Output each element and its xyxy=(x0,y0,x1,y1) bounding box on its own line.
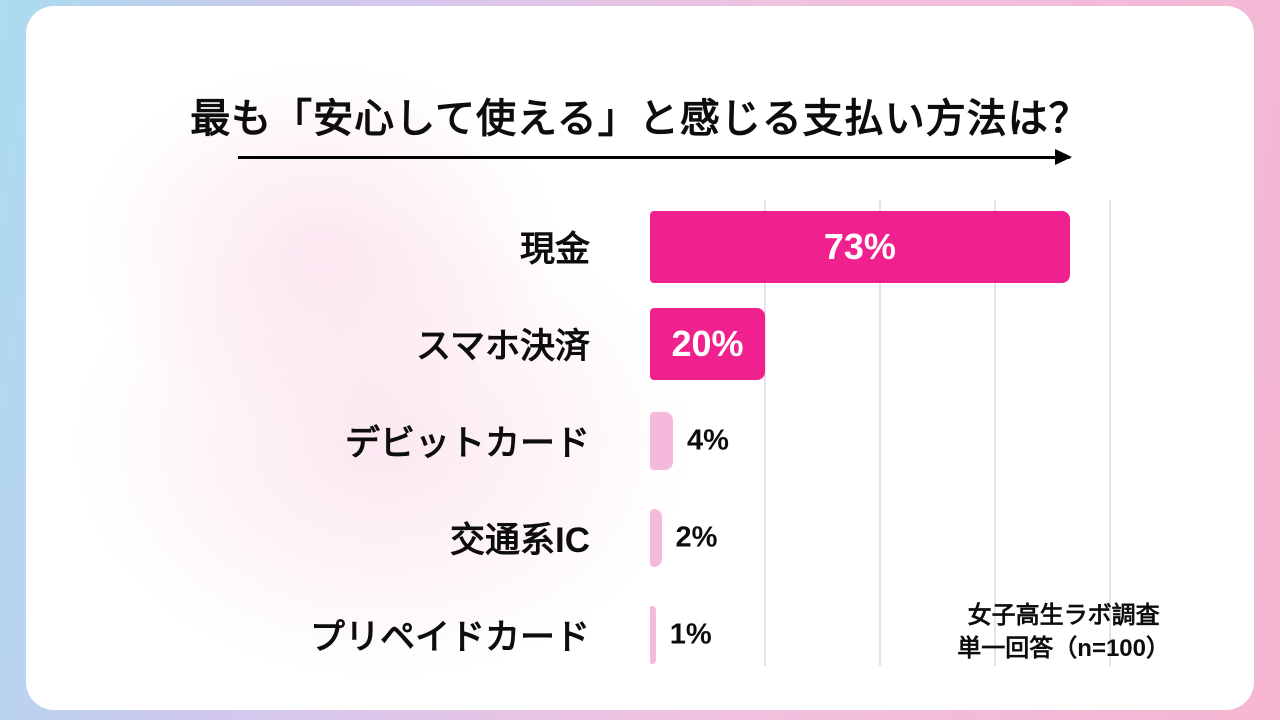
category-label: スマホ決済 xyxy=(416,327,590,366)
category-label: プリペイドカード xyxy=(309,618,590,657)
gridlines xyxy=(650,200,1111,666)
bar-track: 4% xyxy=(650,392,1110,489)
bar-row: スマホ決済 20% xyxy=(26,295,1254,392)
source-line-2: 単一回答（n=100） xyxy=(957,635,1170,663)
value-label: 1% xyxy=(669,618,712,650)
category-label: 現金 xyxy=(519,230,590,269)
category-label: デビットカード xyxy=(344,424,590,463)
gridline xyxy=(1109,200,1111,666)
title-underline-arrow-icon xyxy=(238,149,1072,165)
value-label: 20% xyxy=(671,322,744,364)
bar: 73% xyxy=(650,210,1070,283)
bar-track: 20% xyxy=(650,295,1110,392)
bar-rows: 現金 73% スマホ決済 20% デビットカード 4% 交通系IC 2% プリペ… xyxy=(26,198,1254,683)
bar-row: デビットカード 4% xyxy=(26,392,1254,489)
source-line-1: 女子高生ラボ調査 xyxy=(967,601,1160,629)
bar xyxy=(650,411,673,470)
gridline xyxy=(994,200,996,666)
bar-track: 1% xyxy=(650,586,1110,683)
bar-row: 交通系IC 2% xyxy=(26,489,1254,586)
bar-row: プリペイドカード 1% xyxy=(26,586,1254,683)
bar-track: 2% xyxy=(650,489,1110,586)
chart-card: 最も「安心して使える」と感じる支払い方法は？ 現金 73% スマホ決済 20% … xyxy=(26,6,1254,710)
chart-title: 最も「安心して使える」と感じる支払い方法は？ xyxy=(190,97,1090,141)
bar xyxy=(650,605,656,664)
bar: 20% xyxy=(650,307,765,380)
value-label: 73% xyxy=(823,225,896,267)
source-note: 女子高生ラボ調査 単一回答（n=100） xyxy=(957,599,1170,666)
gridline xyxy=(764,200,766,666)
arrowhead-icon xyxy=(1055,149,1072,165)
bar-row: 現金 73% xyxy=(26,198,1254,295)
value-label: 4% xyxy=(687,424,729,456)
gridline xyxy=(879,200,881,666)
bar xyxy=(650,508,662,567)
category-label: 交通系IC xyxy=(449,521,590,560)
value-label: 2% xyxy=(675,521,718,553)
bar-track: 73% xyxy=(650,198,1110,295)
